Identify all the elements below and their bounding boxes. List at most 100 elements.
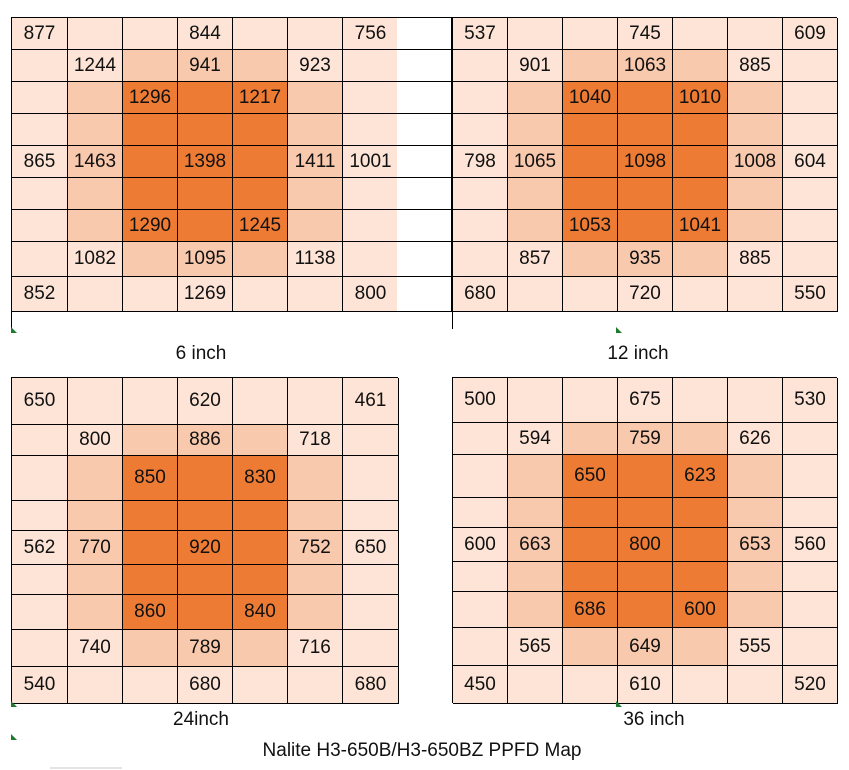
ppfd-empty-cell [563, 423, 618, 455]
ppfd-empty-cell [178, 82, 233, 114]
ppfd-value-cell: 857 [508, 242, 563, 277]
ppfd-value-cell: 840 [233, 595, 288, 630]
spacer-cell [397, 18, 452, 50]
ppfd-value-cell: 759 [618, 423, 673, 455]
ppfd-empty-cell [453, 50, 508, 82]
ppfd-empty-cell [508, 178, 563, 210]
ppfd-value-cell: 649 [618, 628, 673, 666]
spacer-cell [397, 146, 452, 178]
ppfd-value-cell: 650 [563, 455, 618, 498]
ppfd-empty-cell [233, 146, 288, 178]
ppfd-value-cell: 550 [783, 277, 838, 312]
ppfd-value-cell: 562 [12, 531, 68, 565]
ppfd-empty-cell [12, 178, 68, 210]
ppfd-empty-cell [68, 178, 123, 210]
ppfd-empty-cell [508, 666, 563, 704]
ppfd-value-cell: 830 [233, 456, 288, 501]
ppfd-value-cell: 663 [508, 528, 563, 562]
ppfd-value-cell: 920 [178, 531, 233, 565]
ppfd-empty-cell [123, 114, 178, 146]
ppfd-empty-cell [508, 82, 563, 114]
ppfd-value-cell: 1269 [178, 277, 233, 312]
ppfd-empty-cell [453, 498, 508, 528]
ppfd-map-12-inch: 537 745 609 901 1063 885 1040 1010 798 1065 1098 10… [452, 17, 838, 329]
ppfd-value-cell: 680 [178, 667, 233, 704]
ppfd-empty-cell [343, 595, 399, 630]
ppfd-empty-cell [563, 528, 618, 562]
ppfd-value-cell: 623 [673, 455, 728, 498]
ppfd-value-cell: 1008 [728, 146, 783, 178]
spacer-cell [397, 50, 452, 82]
ppfd-empty-cell [673, 562, 728, 592]
ppfd-empty-cell [68, 277, 123, 312]
ppfd-empty-cell [783, 592, 838, 628]
ppfd-empty-cell [563, 277, 618, 312]
ppfd-value-cell: 555 [728, 628, 783, 666]
ppfd-empty-cell [12, 456, 68, 501]
ppfd-value-cell: 935 [618, 242, 673, 277]
ppfd-value-cell: 1010 [673, 82, 728, 114]
ppfd-value-cell: 620 [178, 378, 233, 425]
ppfd-empty-cell [783, 498, 838, 528]
ppfd-value-cell: 650 [12, 378, 68, 425]
ppfd-empty-cell [178, 565, 233, 595]
ppfd-value-cell: 626 [728, 423, 783, 455]
ppfd-empty-cell [563, 628, 618, 666]
ppfd-value-cell: 877 [12, 18, 68, 50]
ppfd-value-cell: 461 [343, 378, 399, 425]
ppfd-value-cell: 1398 [178, 146, 233, 178]
ppfd-empty-cell [343, 501, 399, 531]
corner-marker [11, 701, 17, 707]
ppfd-value-cell: 716 [288, 630, 343, 667]
ppfd-value-cell: 718 [288, 425, 343, 456]
ppfd-empty-cell [178, 178, 233, 210]
ppfd-empty-cell [12, 595, 68, 630]
ppfd-value-cell: 565 [508, 628, 563, 666]
ppfd-empty-cell [563, 242, 618, 277]
ppfd-empty-cell [288, 501, 343, 531]
ppfd-empty-cell [343, 565, 399, 595]
ppfd-empty-cell [563, 114, 618, 146]
ppfd-empty-cell [68, 456, 123, 501]
ppfd-value-cell: 1053 [563, 210, 618, 242]
map-title-36-inch: 36 inch [623, 709, 685, 730]
ppfd-empty-cell [673, 423, 728, 455]
ppfd-empty-cell [618, 498, 673, 528]
ppfd-empty-cell [288, 178, 343, 210]
ppfd-value-cell: 609 [783, 18, 838, 50]
ppfd-empty-cell [673, 146, 728, 178]
ppfd-empty-cell [728, 82, 783, 114]
ppfd-empty-cell [178, 456, 233, 501]
ppfd-value-cell: 756 [343, 18, 399, 50]
ppfd-empty-cell [68, 595, 123, 630]
ppfd-map-24-inch: 650 620 461 800 886 718 850 830 562 770 920 752 650 8… [11, 377, 399, 704]
ppfd-value-cell: 520 [783, 666, 838, 704]
ppfd-empty-cell [288, 667, 343, 704]
ppfd-value-cell: 686 [563, 592, 618, 628]
ppfd-empty-cell [728, 277, 783, 312]
ppfd-empty-cell [288, 456, 343, 501]
ppfd-value-cell: 850 [123, 456, 178, 501]
ppfd-value-cell: 798 [453, 146, 508, 178]
ppfd-empty-cell [288, 82, 343, 114]
ppfd-empty-cell [728, 178, 783, 210]
ppfd-empty-cell [673, 528, 728, 562]
ppfd-empty-cell [728, 666, 783, 704]
ppfd-empty-cell [233, 242, 288, 277]
ppfd-empty-cell [343, 630, 399, 667]
ppfd-value-cell: 1411 [288, 146, 343, 178]
corner-marker [616, 701, 622, 707]
ppfd-empty-cell [233, 378, 288, 425]
ppfd-empty-cell [508, 378, 563, 423]
ppfd-empty-cell [343, 456, 399, 501]
ppfd-value-cell: 600 [453, 528, 508, 562]
ppfd-value-cell: 1082 [68, 242, 123, 277]
spacer-cell [397, 277, 452, 312]
ppfd-value-cell: 770 [68, 531, 123, 565]
ppfd-empty-cell [12, 82, 68, 114]
ppfd-empty-cell [233, 565, 288, 595]
ppfd-empty-cell [508, 562, 563, 592]
ppfd-empty-cell [123, 146, 178, 178]
spacer-cell [397, 178, 452, 210]
ppfd-empty-cell [453, 592, 508, 628]
